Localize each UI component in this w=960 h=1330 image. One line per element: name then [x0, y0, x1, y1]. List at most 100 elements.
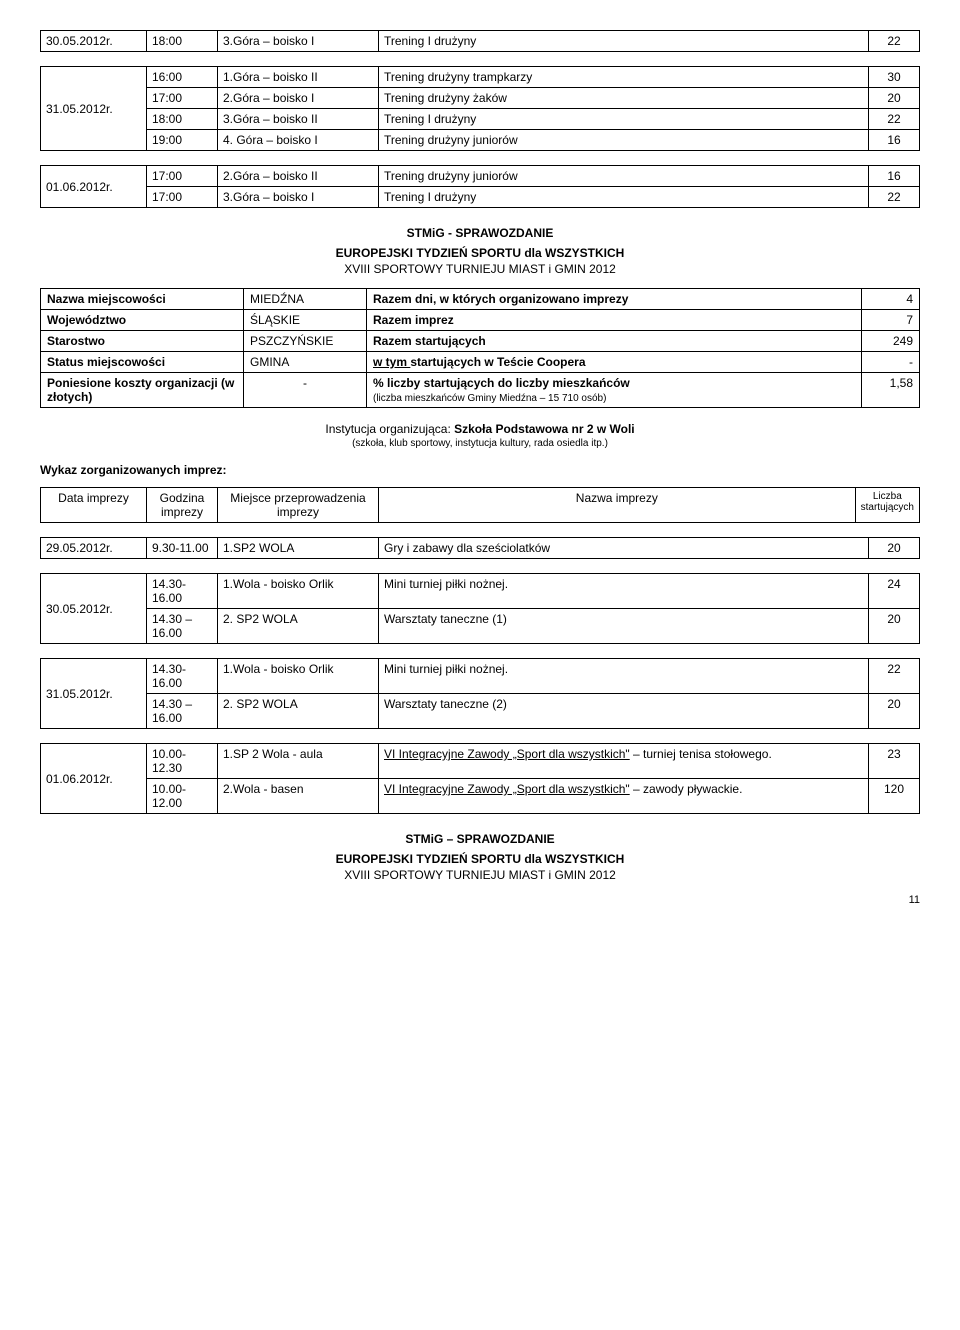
event-cell: Trening drużyny trampkarzy	[379, 67, 869, 88]
info-num: 4	[862, 289, 920, 310]
footer-title: STMiG – SPRAWOZDANIE	[40, 832, 920, 846]
event-table-3: 31.05.2012r. 14.30-16.00 1.Wola - boisko…	[40, 658, 920, 729]
loc-cell: 2. SP2 WOLA	[218, 694, 379, 729]
schedule-table-3: 01.06.2012r. 17:00 2.Góra – boisko II Tr…	[40, 165, 920, 208]
date-cell: 31.05.2012r.	[41, 67, 147, 151]
event-cell: Trening drużyny juniorów	[379, 130, 869, 151]
report-subtitle-2: XVIII SPORTOWY TURNIEJU MIAST i GMIN 201…	[40, 262, 920, 276]
count-cell: 22	[869, 31, 920, 52]
loc-cell: 1.SP 2 Wola - aula	[218, 744, 379, 779]
info-key: Starostwo	[41, 331, 244, 352]
count-cell: 24	[869, 574, 920, 609]
events-header-table: Data imprezy Godzina imprezy Miejsce prz…	[40, 487, 920, 523]
col-count: Liczba startujących	[855, 488, 919, 523]
info-val: ŚLĄSKIE	[244, 310, 367, 331]
event-cell: Mini turniej piłki nożnej.	[379, 574, 869, 609]
count-cell: 22	[869, 187, 920, 208]
event-cell: Trening I drużyny	[379, 187, 869, 208]
loc-cell: 1.SP2 WOLA	[218, 538, 379, 559]
col-event: Nazwa imprezy	[379, 488, 856, 523]
event-cell: VI Integracyjne Zawody „Sport dla wszyst…	[379, 779, 869, 814]
time-cell: 9.30-11.00	[147, 538, 218, 559]
info-desc: Razem dni, w których organizowano imprez…	[367, 289, 862, 310]
count-cell: 20	[869, 609, 920, 644]
info-val: MIEDŹNA	[244, 289, 367, 310]
count-cell: 22	[869, 659, 920, 694]
count-cell: 120	[869, 779, 920, 814]
report-subtitle-1: EUROPEJSKI TYDZIEŃ SPORTU dla WSZYSTKICH	[40, 246, 920, 260]
info-desc: w tym startujących w Teście Coopera	[367, 352, 862, 373]
info-val: PSZCZYŃSKIE	[244, 331, 367, 352]
count-cell: 20	[869, 694, 920, 729]
event-table-1: 29.05.2012r. 9.30-11.00 1.SP2 WOLA Gry i…	[40, 537, 920, 559]
count-cell: 16	[869, 166, 920, 187]
col-date: Data imprezy	[41, 488, 147, 523]
event-cell: Warsztaty taneczne (2)	[379, 694, 869, 729]
info-desc: Razem imprez	[367, 310, 862, 331]
info-key: Status miejscowości	[41, 352, 244, 373]
event-cell: Trening drużyny juniorów	[379, 166, 869, 187]
time-cell: 14.30 – 16.00	[147, 609, 218, 644]
col-time: Godzina imprezy	[147, 488, 218, 523]
time-cell: 10.00-12.00	[147, 779, 218, 814]
report-title: STMiG - SPRAWOZDANIE	[40, 226, 920, 240]
count-cell: 30	[869, 67, 920, 88]
info-table: Nazwa miejscowości MIEDŹNA Razem dni, w …	[40, 288, 920, 408]
loc-cell: 3.Góra – boisko I	[218, 187, 379, 208]
event-cell: Warsztaty taneczne (1)	[379, 609, 869, 644]
institution-line: Instytucja organizująca: Szkoła Podstawo…	[40, 422, 920, 436]
count-cell: 16	[869, 130, 920, 151]
info-desc: % liczby startujących do liczby mieszkań…	[367, 373, 862, 408]
info-key: Poniesione koszty organizacji (w złotych…	[41, 373, 244, 408]
time-cell: 19:00	[147, 130, 218, 151]
loc-cell: 2.Wola - basen	[218, 779, 379, 814]
time-cell: 14.30-16.00	[147, 659, 218, 694]
event-cell: Mini turniej piłki nożnej.	[379, 659, 869, 694]
event-cell: Trening I drużyny	[379, 109, 869, 130]
time-cell: 10.00-12.30	[147, 744, 218, 779]
time-cell: 16:00	[147, 67, 218, 88]
schedule-table-2: 31.05.2012r. 16:00 1.Góra – boisko II Tr…	[40, 66, 920, 151]
date-cell: 30.05.2012r.	[41, 574, 147, 644]
footer-subtitle-2: XVIII SPORTOWY TURNIEJU MIAST i GMIN 201…	[40, 868, 920, 882]
loc-cell: 2.Góra – boisko II	[218, 166, 379, 187]
col-place: Miejsce przeprowadzenia imprezy	[218, 488, 379, 523]
footer-subtitle-1: EUROPEJSKI TYDZIEŃ SPORTU dla WSZYSTKICH	[40, 852, 920, 866]
info-desc: Razem startujących	[367, 331, 862, 352]
count-cell: 23	[869, 744, 920, 779]
page-number: 11	[40, 894, 920, 906]
count-cell: 20	[869, 538, 920, 559]
event-cell: VI Integracyjne Zawody „Sport dla wszyst…	[379, 744, 869, 779]
date-cell: 01.06.2012r.	[41, 166, 147, 208]
info-key: Nazwa miejscowości	[41, 289, 244, 310]
date-cell: 30.05.2012r.	[41, 31, 147, 52]
time-cell: 18:00	[147, 31, 218, 52]
date-cell: 29.05.2012r.	[41, 538, 147, 559]
loc-cell: 2.Góra – boisko I	[218, 88, 379, 109]
time-cell: 14.30 – 16.00	[147, 694, 218, 729]
time-cell: 17:00	[147, 88, 218, 109]
info-num: 1,58	[862, 373, 920, 408]
event-cell: Trening I drużyny	[379, 31, 869, 52]
info-key: Województwo	[41, 310, 244, 331]
count-cell: 20	[869, 88, 920, 109]
loc-cell: 3.Góra – boisko I	[218, 31, 379, 52]
loc-cell: 2. SP2 WOLA	[218, 609, 379, 644]
count-cell: 22	[869, 109, 920, 130]
event-cell: Gry i zabawy dla sześciolatków	[379, 538, 869, 559]
loc-cell: 1.Wola - boisko Orlik	[218, 659, 379, 694]
loc-cell: 1.Wola - boisko Orlik	[218, 574, 379, 609]
events-list-heading: Wykaz zorganizowanych imprez:	[40, 463, 920, 477]
info-num: -	[862, 352, 920, 373]
info-val: -	[244, 373, 367, 408]
schedule-table-1: 30.05.2012r. 18:00 3.Góra – boisko I Tre…	[40, 30, 920, 52]
info-num: 7	[862, 310, 920, 331]
time-cell: 14.30-16.00	[147, 574, 218, 609]
time-cell: 18:00	[147, 109, 218, 130]
loc-cell: 3.Góra – boisko II	[218, 109, 379, 130]
loc-cell: 4. Góra – boisko I	[218, 130, 379, 151]
info-num: 249	[862, 331, 920, 352]
institution-note: (szkoła, klub sportowy, instytucja kultu…	[40, 438, 920, 449]
time-cell: 17:00	[147, 187, 218, 208]
event-cell: Trening drużyny żaków	[379, 88, 869, 109]
